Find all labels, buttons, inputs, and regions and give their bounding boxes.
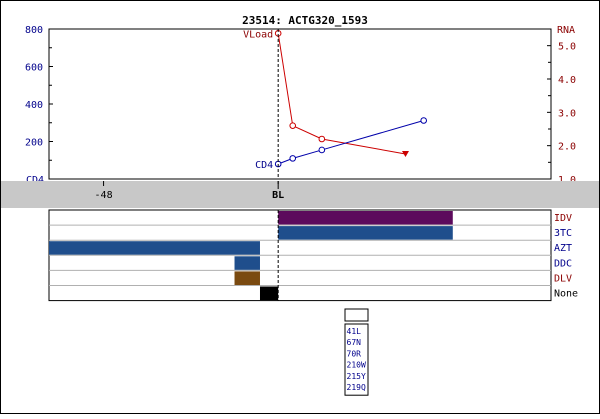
mutation-list-box: [344, 323, 369, 396]
series-label-cd4: CD4: [255, 160, 273, 171]
plot-frame: [48, 28, 552, 180]
left-tick-label: 600: [25, 63, 43, 74]
drug-label-none: None: [554, 289, 578, 300]
time-band-background: [1, 181, 599, 208]
mutation-label: 67N: [347, 338, 362, 347]
series-point-marker: [318, 146, 326, 154]
time-tick-label: BL: [272, 190, 284, 201]
mutation-label: 210W: [347, 361, 366, 370]
plot-area: 800 600 400 200 5.0 4.0 3.0 2.0 1.0 VLoad CD4: [25, 25, 576, 186]
left-tick-label: 200: [25, 138, 43, 149]
right-tick-label: 3.0: [558, 108, 576, 119]
mutation-box: 41L 67N 70R 210W 215Y 219Q: [344, 308, 369, 396]
vload-point-marker: [401, 151, 409, 157]
right-tick-label: 1.0: [558, 175, 576, 186]
drug-timeline: IDV 3TC AZT DDC DLV None: [48, 209, 578, 302]
drug-label-azt: AZT: [554, 243, 572, 254]
drug-bar-ddc: [234, 256, 260, 270]
mutation-header-box: [344, 308, 369, 322]
drug-label-3tc: 3TC: [554, 228, 572, 239]
right-axis-label: RNA: [557, 25, 575, 36]
series-point-marker: [289, 122, 297, 129]
left-axis-label: CD4: [26, 175, 44, 186]
drug-bar-idv: [278, 211, 453, 225]
series-point-marker: [420, 117, 427, 124]
drug-bar-dlv: [234, 271, 260, 285]
time-tick-label: -48: [95, 190, 113, 201]
mutation-label: 219Q: [347, 383, 366, 392]
right-tick-label: 5.0: [558, 42, 576, 53]
drug-label-ddc: DDC: [554, 258, 572, 269]
drug-label-idv: IDV: [554, 213, 572, 224]
mutation-label: 215Y: [347, 372, 366, 381]
left-tick-label: 800: [25, 25, 43, 36]
right-tick-label: 4.0: [558, 75, 576, 86]
chart-title: 23514: ACTG320_1593: [242, 14, 368, 27]
series-label-vload: VLoad: [243, 29, 273, 40]
drug-bar-3tc: [278, 226, 453, 240]
time-axis-band: -48 BL: [1, 181, 599, 208]
series-line-vload: [277, 33, 406, 155]
series-point-marker: [318, 135, 326, 143]
left-tick-label: 400: [25, 100, 43, 111]
series-line-cd4: [277, 120, 424, 165]
drug-bar-azt: [49, 241, 260, 255]
mutation-label: 41L: [347, 327, 362, 336]
drug-bar-none: [259, 286, 279, 301]
right-tick-label: 2.0: [558, 142, 576, 153]
drug-label-dlv: DLV: [554, 273, 572, 284]
series-point-marker: [289, 155, 297, 162]
mutation-label: 70R: [347, 349, 362, 358]
